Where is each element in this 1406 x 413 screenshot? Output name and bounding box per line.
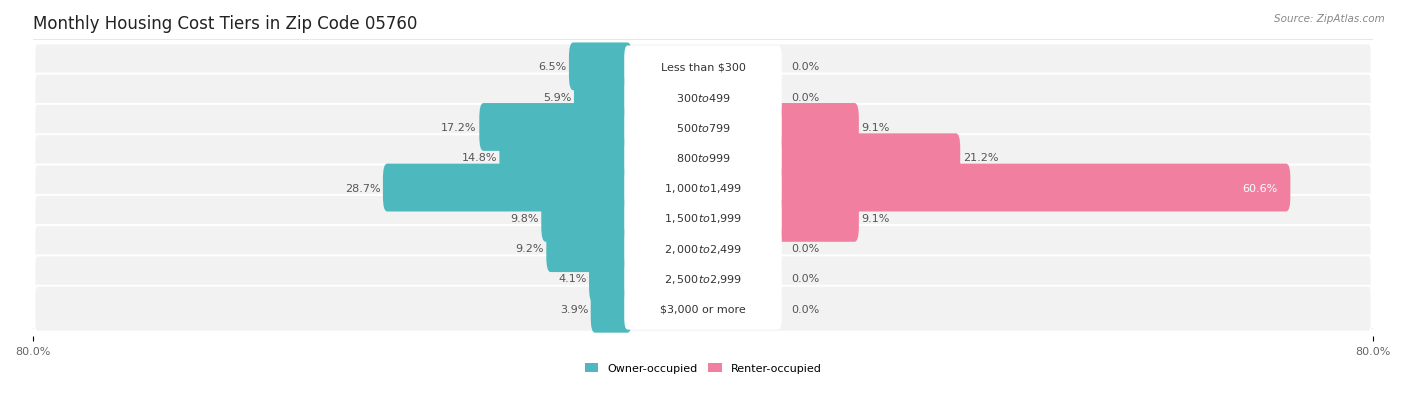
- FancyBboxPatch shape: [624, 167, 782, 209]
- Text: Monthly Housing Cost Tiers in Zip Code 05760: Monthly Housing Cost Tiers in Zip Code 0…: [32, 15, 418, 33]
- Text: $500 to $799: $500 to $799: [675, 122, 731, 134]
- Text: 60.6%: 60.6%: [1243, 183, 1278, 193]
- FancyBboxPatch shape: [547, 225, 631, 273]
- Text: 28.7%: 28.7%: [344, 183, 381, 193]
- Text: $300 to $499: $300 to $499: [675, 91, 731, 103]
- FancyBboxPatch shape: [541, 195, 631, 242]
- FancyBboxPatch shape: [591, 285, 631, 333]
- Text: Source: ZipAtlas.com: Source: ZipAtlas.com: [1274, 14, 1385, 24]
- Text: 4.1%: 4.1%: [558, 274, 586, 284]
- Text: $800 to $999: $800 to $999: [675, 152, 731, 164]
- Text: 0.0%: 0.0%: [792, 304, 820, 314]
- FancyBboxPatch shape: [479, 104, 631, 152]
- Text: 21.2%: 21.2%: [963, 153, 998, 163]
- Text: $1,000 to $1,499: $1,000 to $1,499: [664, 182, 742, 195]
- FancyBboxPatch shape: [499, 134, 631, 182]
- Text: 5.9%: 5.9%: [543, 93, 571, 102]
- FancyBboxPatch shape: [624, 197, 782, 239]
- FancyBboxPatch shape: [34, 104, 1372, 151]
- FancyBboxPatch shape: [382, 164, 631, 212]
- Text: 0.0%: 0.0%: [792, 62, 820, 72]
- Text: Less than $300: Less than $300: [661, 62, 745, 72]
- FancyBboxPatch shape: [34, 74, 1372, 121]
- FancyBboxPatch shape: [624, 107, 782, 149]
- FancyBboxPatch shape: [34, 286, 1372, 332]
- Text: 9.8%: 9.8%: [510, 214, 538, 223]
- FancyBboxPatch shape: [34, 44, 1372, 90]
- Text: $2,000 to $2,499: $2,000 to $2,499: [664, 242, 742, 255]
- FancyBboxPatch shape: [574, 74, 631, 121]
- FancyBboxPatch shape: [775, 195, 859, 242]
- FancyBboxPatch shape: [624, 76, 782, 118]
- Text: 6.5%: 6.5%: [538, 62, 567, 72]
- FancyBboxPatch shape: [34, 165, 1372, 211]
- Text: 0.0%: 0.0%: [792, 244, 820, 254]
- Text: $3,000 or more: $3,000 or more: [661, 304, 745, 314]
- FancyBboxPatch shape: [624, 137, 782, 179]
- Legend: Owner-occupied, Renter-occupied: Owner-occupied, Renter-occupied: [581, 359, 825, 378]
- Text: 9.1%: 9.1%: [862, 214, 890, 223]
- Text: 17.2%: 17.2%: [441, 123, 477, 133]
- Text: 0.0%: 0.0%: [792, 274, 820, 284]
- FancyBboxPatch shape: [624, 288, 782, 330]
- FancyBboxPatch shape: [775, 164, 1291, 212]
- Text: $2,500 to $2,999: $2,500 to $2,999: [664, 272, 742, 285]
- FancyBboxPatch shape: [624, 228, 782, 269]
- FancyBboxPatch shape: [34, 256, 1372, 302]
- FancyBboxPatch shape: [34, 195, 1372, 241]
- Text: 9.1%: 9.1%: [862, 123, 890, 133]
- FancyBboxPatch shape: [34, 225, 1372, 271]
- FancyBboxPatch shape: [624, 46, 782, 88]
- Text: $1,500 to $1,999: $1,500 to $1,999: [664, 212, 742, 225]
- Text: 0.0%: 0.0%: [792, 93, 820, 102]
- Text: 9.2%: 9.2%: [516, 244, 544, 254]
- FancyBboxPatch shape: [775, 134, 960, 182]
- Text: 14.8%: 14.8%: [461, 153, 496, 163]
- FancyBboxPatch shape: [624, 258, 782, 299]
- FancyBboxPatch shape: [569, 43, 631, 91]
- FancyBboxPatch shape: [34, 135, 1372, 181]
- Text: 3.9%: 3.9%: [560, 304, 588, 314]
- FancyBboxPatch shape: [775, 104, 859, 152]
- FancyBboxPatch shape: [589, 255, 631, 303]
